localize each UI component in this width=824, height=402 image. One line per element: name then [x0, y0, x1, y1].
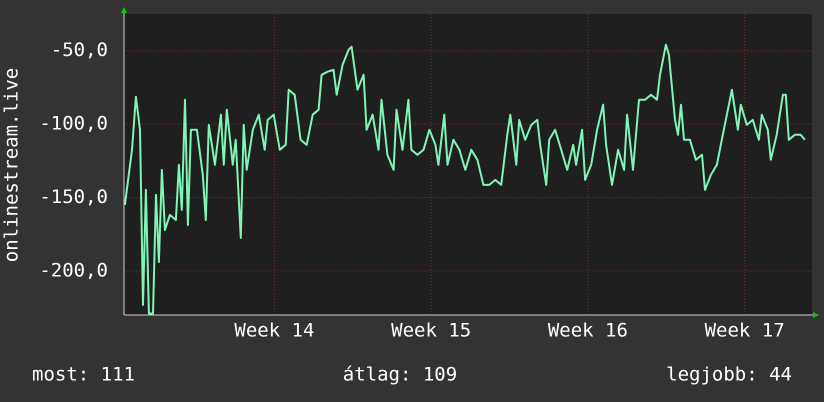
y-axis-title: onlinestream.live [1, 68, 23, 262]
x-tick-label: Week 15 [391, 320, 471, 342]
x-tick-label: Week 17 [705, 320, 785, 342]
stat-current: most: 111 [32, 364, 135, 386]
stat-best: legjobb: 44 [666, 364, 792, 386]
y-tick-label: -200,0 [39, 259, 108, 281]
y-tick-label: -50,0 [51, 39, 108, 61]
y-tick-label: -100,0 [39, 113, 108, 135]
stat-average: átlag: 109 [343, 364, 457, 386]
y-tick-label: -150,0 [39, 186, 108, 208]
x-tick-label: Week 16 [548, 320, 628, 342]
series-line [123, 43, 806, 315]
axis-arrow [121, 7, 127, 13]
axis-arrow [813, 312, 819, 318]
plot [123, 14, 812, 315]
plot-area [124, 14, 812, 315]
x-tick-label: Week 14 [234, 320, 314, 342]
